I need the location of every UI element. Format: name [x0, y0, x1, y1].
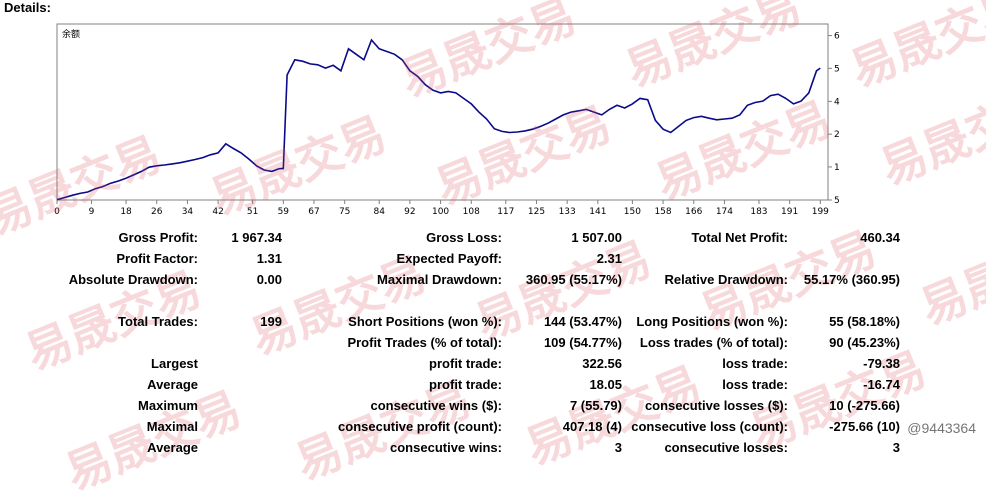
watermark-text: 易晟交易 — [842, 0, 986, 98]
avg-consecutive-losses-label: consecutive losses: — [664, 440, 788, 455]
x-tick-label: 75 — [339, 207, 350, 217]
avg-consecutive-wins-value: 3 — [614, 440, 622, 455]
balance-line — [56, 38, 821, 201]
absolute-drawdown-value: 0.00 — [256, 272, 282, 287]
average-profit-label: profit trade: — [429, 377, 502, 392]
x-axis-ticks: 0 9 18 26 34 42 51 59 67 75 84 92 100 108 117 125 133 141… — [54, 200, 829, 217]
x-tick-label: 51 — [247, 207, 258, 217]
x-tick-label: 199 — [812, 207, 829, 217]
total-net-profit-value: 460.34 — [860, 230, 900, 245]
largest-profit-value: 322.56 — [582, 356, 622, 371]
max-consecutive-losses-label: consecutive losses ($): — [644, 398, 788, 413]
watermark-text: 易晟交易 — [57, 381, 249, 501]
total-trades-value: 199 — [260, 314, 282, 329]
profit-trades-label: Profit Trades (% of total): — [347, 335, 502, 350]
x-tick-label: 174 — [716, 207, 733, 217]
x-tick-label: 158 — [654, 207, 671, 217]
x-tick-label: 125 — [528, 207, 545, 217]
long-positions-label: Long Positions (won %): — [636, 314, 788, 329]
x-tick-label: 150 — [624, 207, 641, 217]
x-tick-label: 59 — [278, 207, 290, 217]
x-tick-label: 166 — [685, 207, 702, 217]
y-tick-label: 648 — [834, 32, 840, 42]
largest-loss-label: loss trade: — [722, 356, 788, 371]
maximal-consecutive-loss-value: -275.66 (10) — [829, 419, 900, 434]
x-tick-label: 133 — [559, 207, 576, 217]
balance-chart: 0 9 18 26 34 42 51 59 67 75 84 92 100 108 117 125 133 141… — [54, 23, 840, 217]
y-tick-label: 409 — [834, 97, 840, 107]
watermark-text: 易晟交易 — [912, 216, 986, 336]
relative-drawdown-value: 55.17% (360.95) — [803, 272, 900, 287]
average-loss-value: -16.74 — [863, 377, 900, 392]
x-tick-label: 117 — [497, 207, 514, 217]
average-loss-label: loss trade: — [722, 377, 788, 392]
gross-loss-label: Gross Loss: — [426, 230, 502, 245]
maximal-consecutive-loss-label: consecutive loss (count): — [631, 419, 788, 434]
x-tick-label: 42 — [212, 207, 223, 217]
gross-loss-value: 1 507.00 — [571, 230, 622, 245]
y-axis-ticks: 51 171 290 409 529 648 — [828, 32, 840, 206]
x-tick-label: 26 — [151, 207, 163, 217]
x-tick-label: 9 — [89, 207, 95, 217]
largest-profit-label: profit trade: — [429, 356, 502, 371]
long-positions-value: 55 (58.18%) — [829, 314, 900, 329]
average-consecutive-label: Average — [147, 440, 198, 455]
maximal-consecutive-profit-label: consecutive profit (count): — [338, 419, 502, 434]
y-tick-label: 51 — [834, 196, 840, 206]
x-tick-label: 191 — [781, 207, 798, 217]
x-tick-label: 84 — [373, 207, 385, 217]
y-tick-label: 171 — [834, 163, 840, 173]
x-tick-label: 18 — [120, 207, 132, 217]
gross-profit-value: 1 967.34 — [231, 230, 282, 245]
largest-loss-value: -79.38 — [863, 356, 900, 371]
relative-drawdown-label: Relative Drawdown: — [664, 272, 788, 287]
series-legend-label: 余额 — [62, 28, 80, 40]
max-consecutive-losses-value: 10 (-275.66) — [829, 398, 900, 413]
total-trades-label: Total Trades: — [118, 314, 198, 329]
short-positions-value: 144 (53.47%) — [543, 314, 622, 329]
max-consecutive-wins-label: consecutive wins ($): — [370, 398, 502, 413]
profit-trades-value: 109 (54.77%) — [543, 335, 622, 350]
x-tick-label: 92 — [404, 207, 415, 217]
avg-consecutive-wins-label: consecutive wins: — [390, 440, 502, 455]
chart-frame — [56, 23, 829, 201]
average-label: Average — [147, 377, 198, 392]
expected-payoff-label: Expected Payoff: — [396, 251, 502, 266]
y-tick-label: 290 — [834, 130, 840, 140]
x-tick-label: 0 — [54, 207, 60, 217]
source-watermark: @9443364 — [907, 420, 976, 436]
watermark-text: 易晟交易 — [872, 76, 986, 196]
y-tick-label: 529 — [834, 64, 840, 74]
x-tick-label: 183 — [750, 207, 767, 217]
x-tick-label: 34 — [182, 207, 194, 217]
maximal-drawdown-value: 360.95 (55.17%) — [525, 272, 622, 287]
loss-trades-label: Loss trades (% of total): — [639, 335, 788, 350]
x-tick-label: 100 — [432, 207, 449, 217]
profit-factor-value: 1.31 — [256, 251, 282, 266]
x-tick-label: 108 — [463, 207, 480, 217]
x-tick-label: 67 — [308, 207, 319, 217]
maximum-label: Maximum — [138, 398, 198, 413]
expected-payoff-value: 2.31 — [596, 251, 622, 266]
largest-label: Largest — [151, 356, 198, 371]
maximal-label: Maximal — [146, 419, 198, 434]
average-profit-value: 18.05 — [589, 377, 622, 392]
avg-consecutive-losses-value: 3 — [892, 440, 900, 455]
maximal-consecutive-profit-value: 407.18 (4) — [562, 419, 622, 434]
details-title: Details: — [4, 0, 51, 15]
maximal-drawdown-label: Maximal Drawdown: — [377, 272, 502, 287]
total-net-profit-label: Total Net Profit: — [691, 230, 788, 245]
short-positions-label: Short Positions (won %): — [348, 314, 502, 329]
x-tick-label: 141 — [589, 207, 606, 217]
gross-profit-label: Gross Profit: — [118, 230, 198, 245]
loss-trades-value: 90 (45.23%) — [829, 335, 900, 350]
max-consecutive-wins-value: 7 (55.79) — [569, 398, 622, 413]
absolute-drawdown-label: Absolute Drawdown: — [68, 272, 198, 287]
profit-factor-label: Profit Factor: — [116, 251, 198, 266]
